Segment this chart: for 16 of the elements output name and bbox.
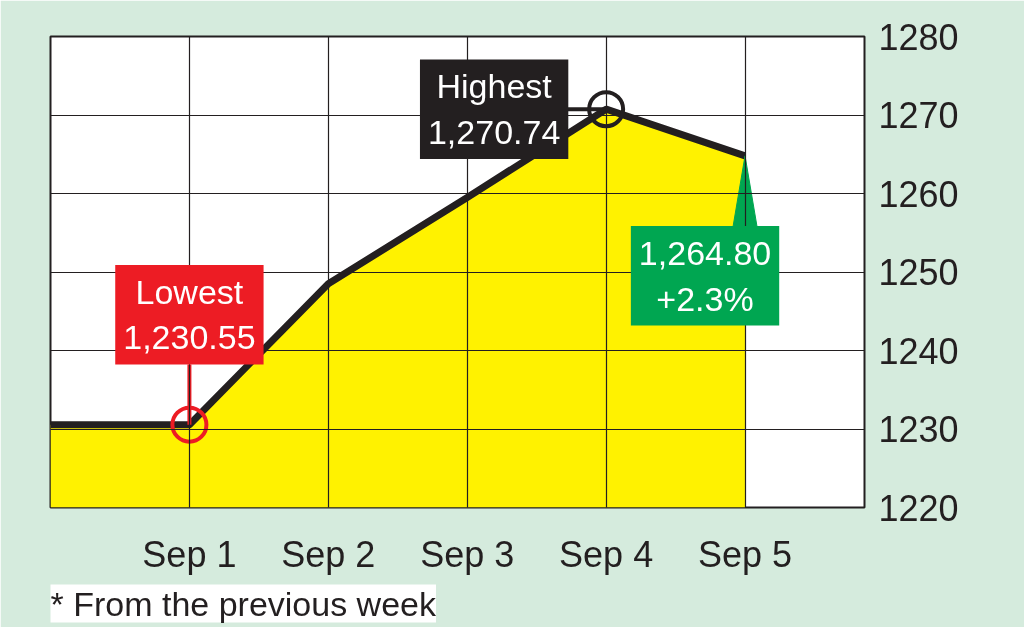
y-tick-label: 1250 <box>878 252 959 293</box>
y-tick-label: 1230 <box>878 409 959 450</box>
annotation: Highest 1,270.74 <box>427 67 561 151</box>
y-tick-label: 1270 <box>878 95 959 136</box>
text: * From the previous week <box>50 584 437 623</box>
y-tick-label: 1280 <box>878 16 959 58</box>
x-tick-label: Sep 5 <box>698 533 793 575</box>
x-tick-label: Sep 3 <box>420 533 515 575</box>
annotation: 1,264.80 +2.3% <box>638 234 772 318</box>
y-tick-label: 1260 <box>878 173 959 215</box>
x-tick-label: Sep 1 <box>142 533 237 575</box>
x-tick-label: Sep 4 <box>559 533 654 575</box>
y-tick-label: 1240 <box>878 330 959 372</box>
x-tick-label: Sep 2 <box>281 533 376 575</box>
annotation: Lowest 1,230.55 <box>123 272 256 357</box>
y-tick-label: 1220 <box>878 487 959 529</box>
